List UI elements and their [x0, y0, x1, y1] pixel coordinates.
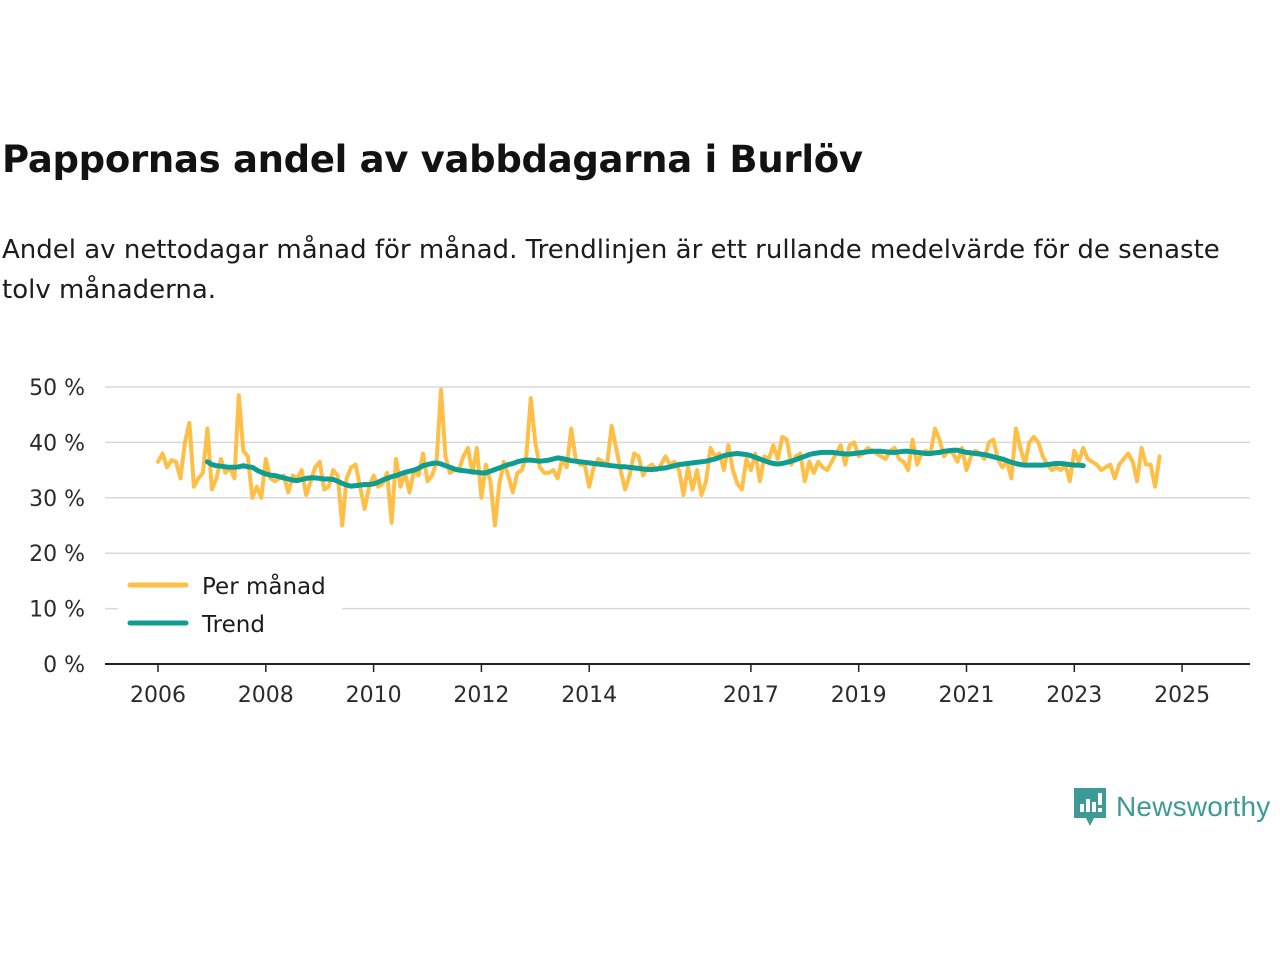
x-tick-label: 2017 [723, 683, 779, 708]
chart-subtitle: Andel av nettodagar månad för månad. Tre… [2, 235, 1220, 305]
legend-background [118, 565, 342, 647]
series-line-monthly [156, 387, 1162, 528]
x-tick-label: 2010 [346, 683, 402, 708]
x-axis: 2006 2008 2010 2012 2014 2017 2019 2021 2023 2025 [105, 663, 1250, 708]
y-tick-label: 20 % [29, 542, 85, 567]
legend-label-monthly: Per månad [202, 572, 326, 600]
gridlines [105, 386, 1250, 610]
legend-label-trend: Trend [201, 612, 265, 638]
brand-name: Newsworthy [1116, 791, 1271, 822]
x-tick-label: 2021 [939, 683, 995, 708]
x-tick-label: 2023 [1046, 683, 1102, 708]
line-chart: 0 % 10 % 20 % 30 % 40 % 50 % 2006 2008 2010 2012… [29, 376, 1250, 708]
series-line-trend [204, 447, 1086, 489]
x-tick-label: 2006 [130, 683, 186, 708]
bar-chart-logo-icon [1074, 788, 1106, 826]
x-tick-label: 2025 [1154, 683, 1210, 708]
x-tick-label: 2019 [831, 683, 887, 708]
series-lines [156, 387, 1162, 528]
y-axis-labels: 0 % 10 % 20 % 30 % 40 % 50 % [29, 376, 85, 678]
legend: Per månad Trend [118, 565, 342, 647]
y-tick-label: 0 % [43, 653, 85, 678]
y-tick-label: 50 % [29, 376, 85, 401]
x-tick-label: 2012 [453, 683, 509, 708]
newsworthy-logo: Newsworthy [1072, 786, 1270, 828]
y-tick-label: 40 % [29, 431, 85, 456]
y-tick-label: 10 % [29, 598, 85, 623]
y-tick-label: 30 % [29, 487, 85, 512]
x-tick-label: 2008 [238, 683, 294, 708]
x-tick-label: 2014 [561, 683, 617, 708]
chart-title: Pappornas andel av vabbdagarna i Burlöv [2, 138, 863, 181]
